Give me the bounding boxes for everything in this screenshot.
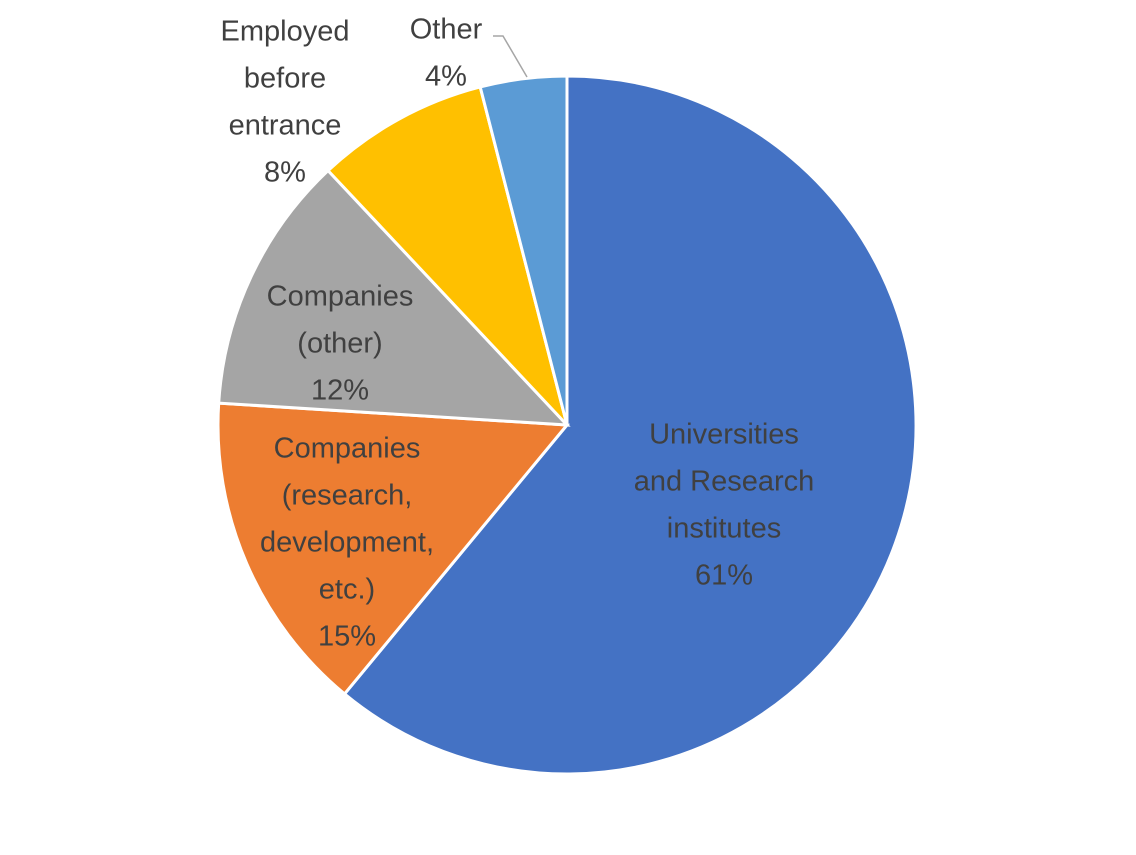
slices-layer bbox=[216, 74, 918, 776]
slice-value-label: 8% bbox=[264, 157, 306, 189]
pie-slice-2 bbox=[217, 168, 571, 427]
slice-label-line: and Research bbox=[634, 466, 815, 498]
slice-label-3: Employed before entrance 8% bbox=[221, 16, 350, 189]
slice-label-0: Universities and Research institutes 61% bbox=[634, 419, 815, 592]
slice-value-label: 12% bbox=[311, 375, 369, 407]
leader-line-4 bbox=[493, 35, 528, 78]
pie-slice-3 bbox=[325, 85, 569, 427]
slice-label-line: Employed bbox=[221, 16, 350, 48]
slice-label-2: Companies (other) 12% bbox=[267, 281, 414, 407]
slice-label-line: entrance bbox=[229, 110, 342, 142]
slice-value-label: 15% bbox=[318, 621, 376, 653]
leader-lines-layer bbox=[493, 35, 528, 78]
pie-slice-4 bbox=[478, 74, 569, 426]
slice-label-4: Other 4% bbox=[410, 14, 483, 93]
slice-label-line: Companies bbox=[267, 281, 414, 313]
slice-label-line: development, bbox=[260, 527, 434, 559]
pie-slice-0 bbox=[342, 74, 918, 776]
slice-label-line: before bbox=[244, 63, 326, 95]
slice-value-label: 61% bbox=[695, 560, 753, 592]
slice-label-line: Companies bbox=[274, 433, 421, 465]
slice-label-line: Universities bbox=[649, 419, 799, 451]
slice-value-label: 4% bbox=[425, 61, 467, 93]
pie-slice-1 bbox=[216, 401, 571, 697]
slice-label-line: (other) bbox=[297, 328, 382, 360]
slice-label-1: Companies (research, development, etc.) 15% bbox=[260, 433, 434, 653]
slice-label-line: etc.) bbox=[319, 574, 375, 606]
slice-label-line: institutes bbox=[667, 513, 781, 545]
slice-label-line: (research, bbox=[282, 480, 413, 512]
labels-layer: Universities and Research institutes 61% Com… bbox=[221, 14, 815, 653]
slice-label-line: Other bbox=[410, 14, 483, 46]
